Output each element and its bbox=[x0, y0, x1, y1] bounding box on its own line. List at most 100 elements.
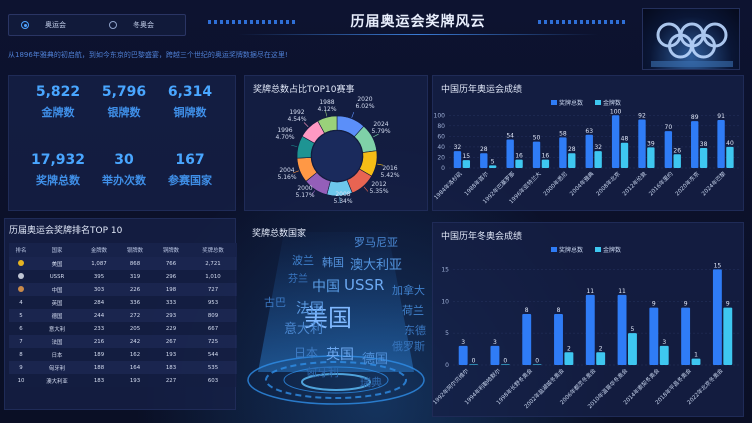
bar-gold[interactable] bbox=[620, 142, 629, 168]
silver-cell: 193 bbox=[116, 374, 153, 387]
table-row[interactable]: 8 日本 189 162 193 544 bbox=[9, 348, 237, 361]
word-cloud-item[interactable]: 东德 bbox=[404, 324, 426, 337]
table-row[interactable]: 7 法国 216 242 267 725 bbox=[9, 335, 237, 348]
donut-title: 奖牌总数占比TOP10赛事 bbox=[253, 85, 355, 95]
word-cloud-item[interactable]: 法国 bbox=[296, 301, 324, 317]
y-tick-label: 10 bbox=[441, 298, 449, 305]
word-cloud-item[interactable]: 日本 bbox=[294, 346, 319, 360]
bar-gold[interactable] bbox=[596, 352, 606, 365]
bar-total[interactable] bbox=[611, 115, 620, 168]
bar-gold[interactable] bbox=[469, 364, 479, 365]
table-row[interactable]: 6 意大利 233 205 229 667 bbox=[9, 322, 237, 335]
word-cloud-item[interactable]: 罗马尼亚 bbox=[354, 236, 398, 249]
table-row[interactable]: 10 澳大利亚 183 193 227 603 bbox=[9, 374, 237, 387]
word-cloud-item[interactable]: 英国 bbox=[326, 347, 354, 363]
word-cloud-item[interactable]: 俄罗斯 bbox=[392, 340, 425, 353]
donut-slice-1988[interactable] bbox=[317, 115, 338, 134]
bar-total[interactable] bbox=[585, 294, 595, 365]
silver-cell: 336 bbox=[116, 296, 153, 309]
bronze-cell: 267 bbox=[152, 335, 189, 348]
bar-total[interactable] bbox=[554, 314, 563, 365]
bar-total[interactable] bbox=[712, 269, 722, 365]
word-cloud-item[interactable]: 芬兰 bbox=[288, 274, 308, 285]
x-tick-label: 2000年悉尼 bbox=[541, 169, 569, 197]
word-cloud-item[interactable]: 匈牙利 bbox=[306, 366, 339, 379]
radio-winter[interactable]: 冬奥会 bbox=[97, 20, 185, 30]
word-cloud-item[interactable]: 意大利 bbox=[284, 322, 324, 337]
word-cloud-item[interactable]: 加拿大 bbox=[392, 284, 425, 297]
rank-cell: 5 bbox=[9, 309, 33, 322]
bar-gold[interactable] bbox=[532, 364, 542, 365]
word-cloud-item[interactable]: 古巴 bbox=[264, 296, 286, 309]
word-cloud-item[interactable]: 德国 bbox=[362, 352, 389, 367]
bar-gold[interactable] bbox=[723, 307, 733, 365]
bar-gold[interactable] bbox=[673, 154, 681, 168]
gold-cell: 189 bbox=[80, 348, 117, 361]
word-cloud-item[interactable]: 韩国 bbox=[322, 256, 344, 269]
total-cell: 2,721 bbox=[188, 257, 237, 270]
bar-gold[interactable] bbox=[659, 345, 669, 365]
bar-total[interactable] bbox=[649, 307, 659, 365]
bar-total[interactable] bbox=[681, 307, 691, 365]
word-cloud-item[interactable]: 澳大利亚 bbox=[350, 258, 403, 273]
bar-gold[interactable] bbox=[564, 352, 574, 365]
table-row[interactable]: 中国 303 226 198 727 bbox=[9, 283, 237, 296]
y-tick-label: 0 bbox=[441, 165, 445, 172]
silver-cell: 205 bbox=[116, 322, 153, 335]
bar-total[interactable] bbox=[691, 121, 699, 168]
table-row[interactable]: 美国 1,087 868 766 2,721 bbox=[9, 257, 237, 270]
bar-total[interactable] bbox=[559, 137, 567, 168]
y-tick-label: 0 bbox=[445, 362, 449, 369]
table-row[interactable]: 9 匈牙利 188 164 183 535 bbox=[9, 361, 237, 374]
word-cloud-item[interactable]: 荷兰 bbox=[402, 304, 424, 317]
ranking-table-body: 美国 1,087 868 766 2,721 USSR 395 319 296 1,010 中国 30… bbox=[9, 257, 237, 387]
x-tick-label: 2008年北京 bbox=[594, 169, 622, 197]
table-row[interactable]: 5 德国 244 272 293 809 bbox=[9, 309, 237, 322]
stat-value: 6,314 bbox=[167, 84, 213, 100]
bar-data-label: 26 bbox=[673, 147, 681, 154]
radio-summer[interactable]: 奥运会 bbox=[9, 20, 97, 30]
stat-label: 奖牌总数 bbox=[36, 174, 80, 187]
bar-total[interactable] bbox=[585, 134, 593, 168]
bar-total[interactable] bbox=[458, 345, 468, 365]
bar-total[interactable] bbox=[617, 294, 627, 365]
bar-gold[interactable] bbox=[699, 147, 708, 168]
word-cloud-item[interactable]: 波兰 bbox=[292, 254, 314, 267]
bar-gold[interactable] bbox=[628, 333, 637, 365]
rank-cell: 8 bbox=[9, 348, 33, 361]
bar-total[interactable] bbox=[664, 131, 673, 168]
column-header: 奖牌总数 bbox=[188, 243, 237, 257]
bronze-cell: 293 bbox=[152, 309, 189, 322]
bar-gold[interactable] bbox=[462, 160, 471, 168]
table-row[interactable]: 4 英国 284 336 333 953 bbox=[9, 296, 237, 309]
word-cloud-item[interactable]: 中国 bbox=[312, 279, 340, 295]
word-cloud-item[interactable]: 瑞典 bbox=[360, 376, 382, 389]
bar-total[interactable] bbox=[638, 119, 646, 168]
word-cloud-item[interactable]: USSR bbox=[344, 276, 385, 294]
bar-total[interactable] bbox=[717, 120, 725, 168]
bar-gold[interactable] bbox=[500, 364, 510, 365]
bar-gold[interactable] bbox=[515, 159, 523, 168]
bar-data-label: 8 bbox=[557, 307, 561, 314]
bar-total[interactable] bbox=[480, 153, 488, 168]
legend-swatch bbox=[595, 100, 601, 105]
bar-gold[interactable] bbox=[541, 159, 550, 168]
bar-gold[interactable] bbox=[488, 165, 497, 168]
bar-total[interactable] bbox=[532, 141, 541, 168]
donut-label-year: 2000 bbox=[297, 185, 312, 192]
bar-total[interactable] bbox=[490, 345, 500, 365]
bar-total[interactable] bbox=[522, 314, 532, 365]
bronze-cell: 229 bbox=[152, 322, 189, 335]
bar-total[interactable] bbox=[506, 139, 514, 168]
bar-total[interactable] bbox=[453, 151, 462, 168]
bar-gold[interactable] bbox=[647, 147, 655, 168]
bar-gold[interactable] bbox=[726, 146, 734, 168]
word-cloud-item[interactable]: 美国 bbox=[304, 304, 352, 332]
table-row[interactable]: USSR 395 319 296 1,010 bbox=[9, 270, 237, 283]
bar-gold[interactable] bbox=[691, 358, 701, 365]
bar-data-label: 3 bbox=[493, 339, 497, 346]
bar-gold[interactable] bbox=[594, 151, 602, 168]
country-cell: 法国 bbox=[33, 335, 81, 348]
stat-value: 17,932 bbox=[30, 152, 86, 168]
bar-gold[interactable] bbox=[568, 153, 576, 168]
